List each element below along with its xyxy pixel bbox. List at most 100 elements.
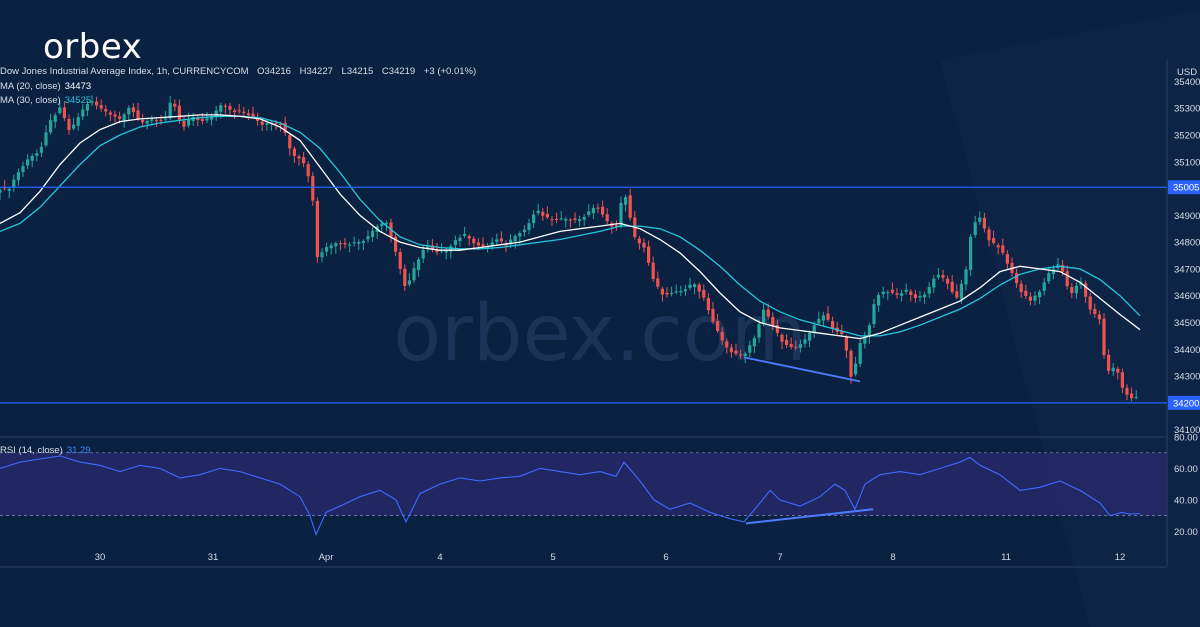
candle-up [923, 294, 927, 298]
candle-down [1024, 290, 1028, 297]
candle-down [1093, 308, 1097, 314]
candle-down [1097, 314, 1101, 320]
candle-up [1111, 367, 1115, 372]
candle-up [886, 292, 890, 294]
candle-down [771, 316, 775, 326]
candle-down [251, 113, 255, 117]
candle-up [582, 216, 586, 220]
candle-up [1074, 285, 1078, 294]
candle-up [30, 155, 34, 161]
candle-up [463, 233, 467, 236]
candle-down [849, 350, 853, 377]
candle-up [357, 242, 361, 244]
time-tick-label: 31 [208, 552, 219, 563]
candle-up [762, 309, 766, 324]
candle-down [403, 268, 407, 286]
ma30-value: 34525 [64, 95, 92, 106]
time-tick-label: 11 [1001, 552, 1011, 563]
candle-up [210, 116, 214, 120]
candle-down [789, 344, 793, 348]
candle-down [315, 200, 319, 258]
candle-down [1001, 245, 1005, 253]
candle-up [812, 325, 816, 333]
candle-down [159, 119, 163, 121]
candle-up [817, 319, 821, 324]
time-tick-label: 12 [1115, 552, 1126, 563]
candle-down [596, 207, 600, 209]
candle-up [407, 280, 411, 285]
candle-down [200, 118, 204, 121]
candle-down [343, 243, 347, 245]
candle-up [927, 286, 931, 294]
candle-down [992, 238, 996, 244]
candle-down [118, 116, 122, 119]
candle-up [670, 292, 674, 294]
candle-down [711, 308, 715, 322]
candle-down [647, 246, 651, 263]
candle-up [679, 290, 683, 293]
candle-up [12, 179, 16, 188]
price-tick-label: 34700 [1174, 264, 1200, 275]
candle-down [1015, 273, 1019, 284]
candle-up [1134, 397, 1138, 399]
candle-up [619, 202, 623, 226]
candle-down [660, 288, 664, 295]
ma30-line [0, 115, 1141, 337]
candle-down [1116, 368, 1120, 373]
candle-down [651, 262, 655, 279]
candle-down [237, 110, 241, 112]
candle-up [49, 120, 53, 133]
candle-down [99, 104, 103, 109]
candle-up [674, 291, 678, 293]
rsi-band [0, 452, 1167, 516]
candle-up [808, 332, 812, 341]
candle-up [973, 222, 977, 236]
price-divergence-line [743, 356, 861, 383]
candle-up [205, 118, 209, 121]
candle-up [683, 289, 687, 292]
time-tick-label: 8 [890, 552, 895, 563]
candle-down [233, 110, 237, 113]
candle-up [587, 211, 591, 215]
candle-down [398, 252, 402, 269]
candle-up [854, 363, 858, 375]
ma20-value: 34473 [64, 81, 92, 92]
candle-down [104, 109, 108, 112]
candle-up [757, 323, 761, 338]
candle-down [1120, 372, 1124, 388]
time-tick-label: 6 [663, 552, 668, 563]
ma30-label: MA (30, close) [0, 95, 61, 106]
candle-up [578, 219, 582, 222]
candle-up [334, 243, 338, 247]
candle-down [890, 289, 894, 293]
candle-down [573, 218, 577, 220]
candle-up [352, 242, 356, 244]
candle-up [16, 172, 20, 181]
time-tick-label: Apr [319, 552, 334, 563]
candle-up [821, 315, 825, 321]
candle-up [858, 343, 862, 364]
candle-down [996, 245, 1000, 248]
candle-down [95, 101, 99, 106]
ma20-legend: MA (20, close) 34473 [0, 81, 91, 92]
candle-down [472, 238, 476, 244]
candle-up [384, 222, 388, 225]
price-tick-label: 34600 [1174, 291, 1200, 302]
candle-up [900, 293, 904, 296]
candle-down [242, 111, 246, 113]
candle-up [81, 109, 85, 117]
candle-up [21, 165, 25, 173]
candle-down [182, 120, 186, 127]
candle-down [302, 157, 306, 164]
candle-up [421, 250, 425, 259]
candle-down [481, 244, 485, 246]
candle-up [325, 247, 329, 252]
candle-up [978, 217, 982, 222]
candle-up [219, 105, 223, 112]
candle-down [637, 238, 641, 244]
rsi-tick-label: 20.00 [1174, 527, 1198, 538]
candle-down [665, 292, 669, 295]
candle-down [311, 176, 315, 201]
price-tick-label: 34500 [1174, 318, 1200, 329]
candle-up [872, 304, 876, 325]
